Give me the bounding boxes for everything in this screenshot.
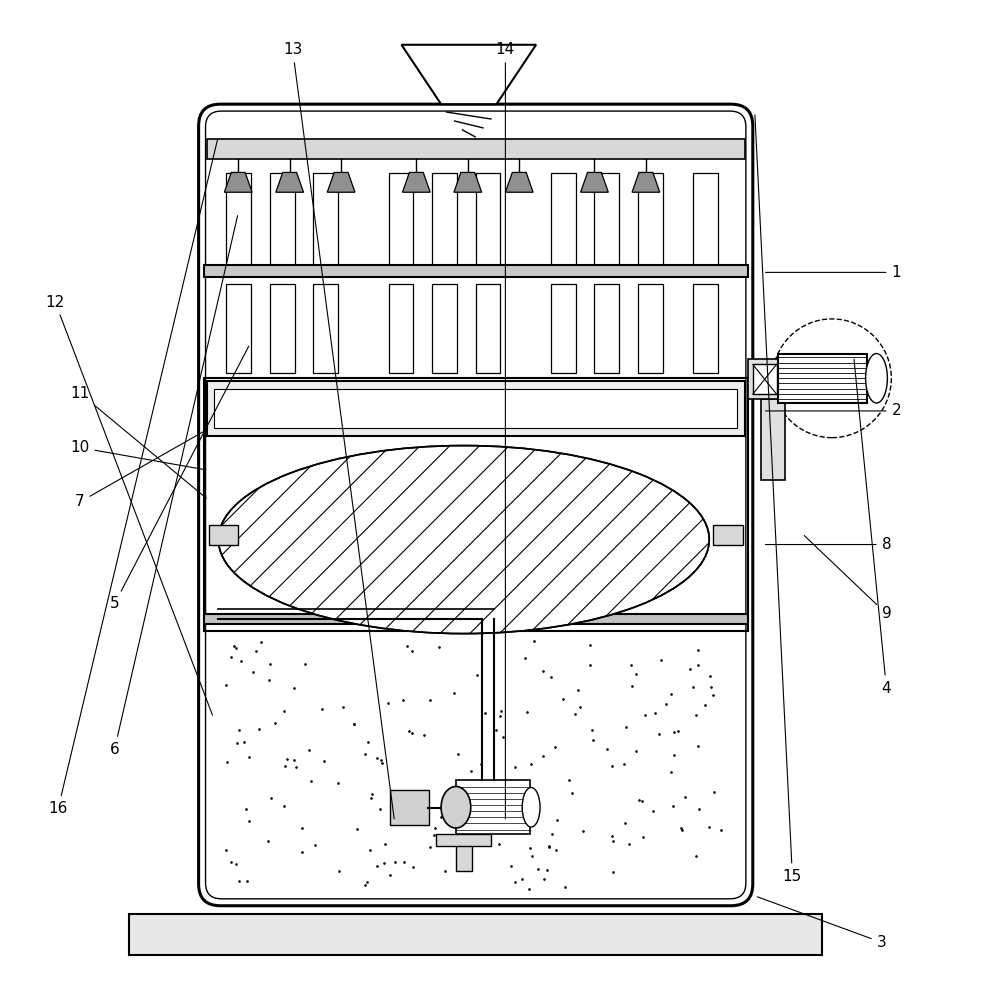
Polygon shape — [505, 172, 533, 192]
Bar — [203, 378, 748, 631]
Text: 13: 13 — [283, 42, 394, 819]
Ellipse shape — [865, 354, 887, 403]
Polygon shape — [454, 172, 482, 192]
Bar — [694, 173, 718, 267]
Bar — [748, 359, 778, 399]
Bar — [456, 780, 530, 834]
Bar — [595, 284, 619, 373]
Polygon shape — [581, 172, 608, 192]
Text: 4: 4 — [854, 359, 891, 696]
Bar — [313, 173, 338, 267]
Text: 9: 9 — [805, 536, 891, 621]
Bar — [753, 364, 777, 394]
Text: 1: 1 — [765, 265, 901, 280]
Ellipse shape — [218, 446, 710, 634]
Bar — [208, 525, 238, 545]
Bar — [595, 173, 619, 267]
Bar — [638, 284, 663, 373]
Bar — [476, 284, 500, 373]
Text: 14: 14 — [496, 42, 515, 819]
Text: 6: 6 — [110, 216, 238, 757]
Text: 11: 11 — [70, 386, 206, 498]
Bar — [638, 173, 663, 267]
Polygon shape — [401, 45, 536, 104]
Bar — [388, 173, 413, 267]
Polygon shape — [327, 172, 355, 192]
Text: 15: 15 — [755, 115, 802, 884]
Bar — [694, 284, 718, 373]
Bar — [432, 173, 457, 267]
Bar — [203, 265, 748, 277]
Text: 2: 2 — [765, 403, 901, 418]
Bar — [389, 790, 429, 825]
Bar — [714, 525, 743, 545]
Bar — [130, 914, 823, 955]
Bar — [313, 284, 338, 373]
Bar — [761, 399, 786, 480]
Ellipse shape — [522, 787, 540, 827]
FancyBboxPatch shape — [198, 104, 753, 906]
Bar — [270, 173, 294, 267]
Bar — [203, 614, 748, 624]
Bar — [206, 139, 745, 159]
Polygon shape — [402, 172, 430, 192]
Bar — [551, 284, 576, 373]
Text: 5: 5 — [110, 346, 249, 611]
Polygon shape — [275, 172, 303, 192]
Text: 8: 8 — [765, 537, 891, 552]
Bar — [551, 173, 576, 267]
Polygon shape — [632, 172, 660, 192]
Bar — [476, 173, 500, 267]
Text: 7: 7 — [75, 430, 206, 509]
Bar — [226, 173, 251, 267]
Bar — [206, 381, 745, 436]
Polygon shape — [224, 172, 252, 192]
Text: 3: 3 — [757, 897, 886, 950]
Bar — [436, 834, 491, 846]
Text: 16: 16 — [49, 139, 218, 816]
Bar — [214, 389, 737, 428]
Ellipse shape — [441, 786, 471, 828]
Bar — [778, 354, 866, 403]
Text: 10: 10 — [70, 440, 206, 470]
Bar — [432, 284, 457, 373]
Bar — [270, 284, 294, 373]
Bar — [226, 284, 251, 373]
Bar — [456, 841, 472, 871]
Bar — [388, 284, 413, 373]
Text: 12: 12 — [46, 295, 212, 715]
